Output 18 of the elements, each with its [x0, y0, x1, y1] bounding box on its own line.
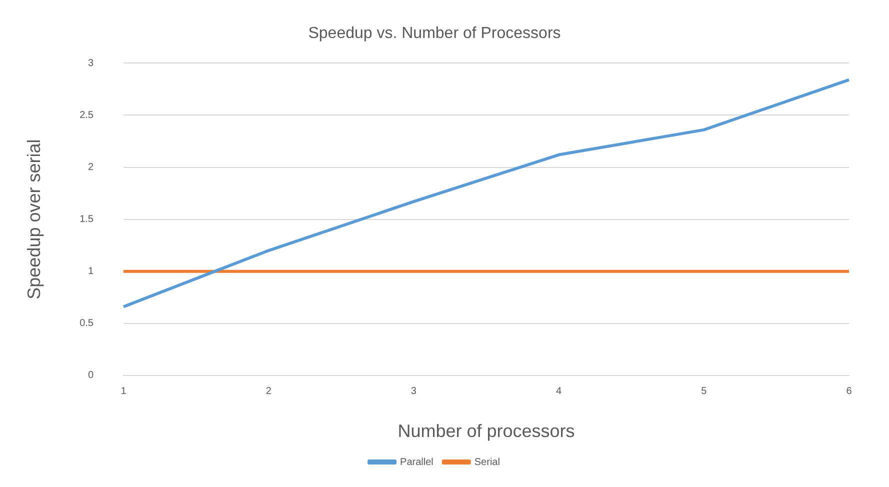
x-tick-label: 1	[120, 386, 127, 398]
y-tick-label: 0.5	[80, 318, 94, 330]
y-axis-title: Speedup over serial	[24, 139, 44, 300]
y-tick-label: 2	[88, 162, 94, 174]
x-tick-label: 3	[410, 386, 417, 398]
x-tick-label: 5	[701, 386, 708, 398]
x-axis-title: Number of processors	[398, 421, 575, 442]
y-tick-label: 1.5	[80, 214, 94, 226]
legend-label: Parallel	[400, 456, 434, 468]
y-tick-label: 2.5	[80, 110, 94, 121]
y-tick-label: 0	[88, 370, 94, 382]
x-tick-label: 6	[846, 386, 852, 398]
x-tick-label: 4	[556, 386, 562, 398]
y-tick-label: 1	[88, 266, 94, 278]
y-tick-label: 3	[88, 58, 94, 69]
x-tick-label: 2	[266, 386, 272, 398]
chart-title: Speedup vs. Number of Processors	[308, 25, 561, 42]
legend-label: Serial	[474, 456, 500, 468]
